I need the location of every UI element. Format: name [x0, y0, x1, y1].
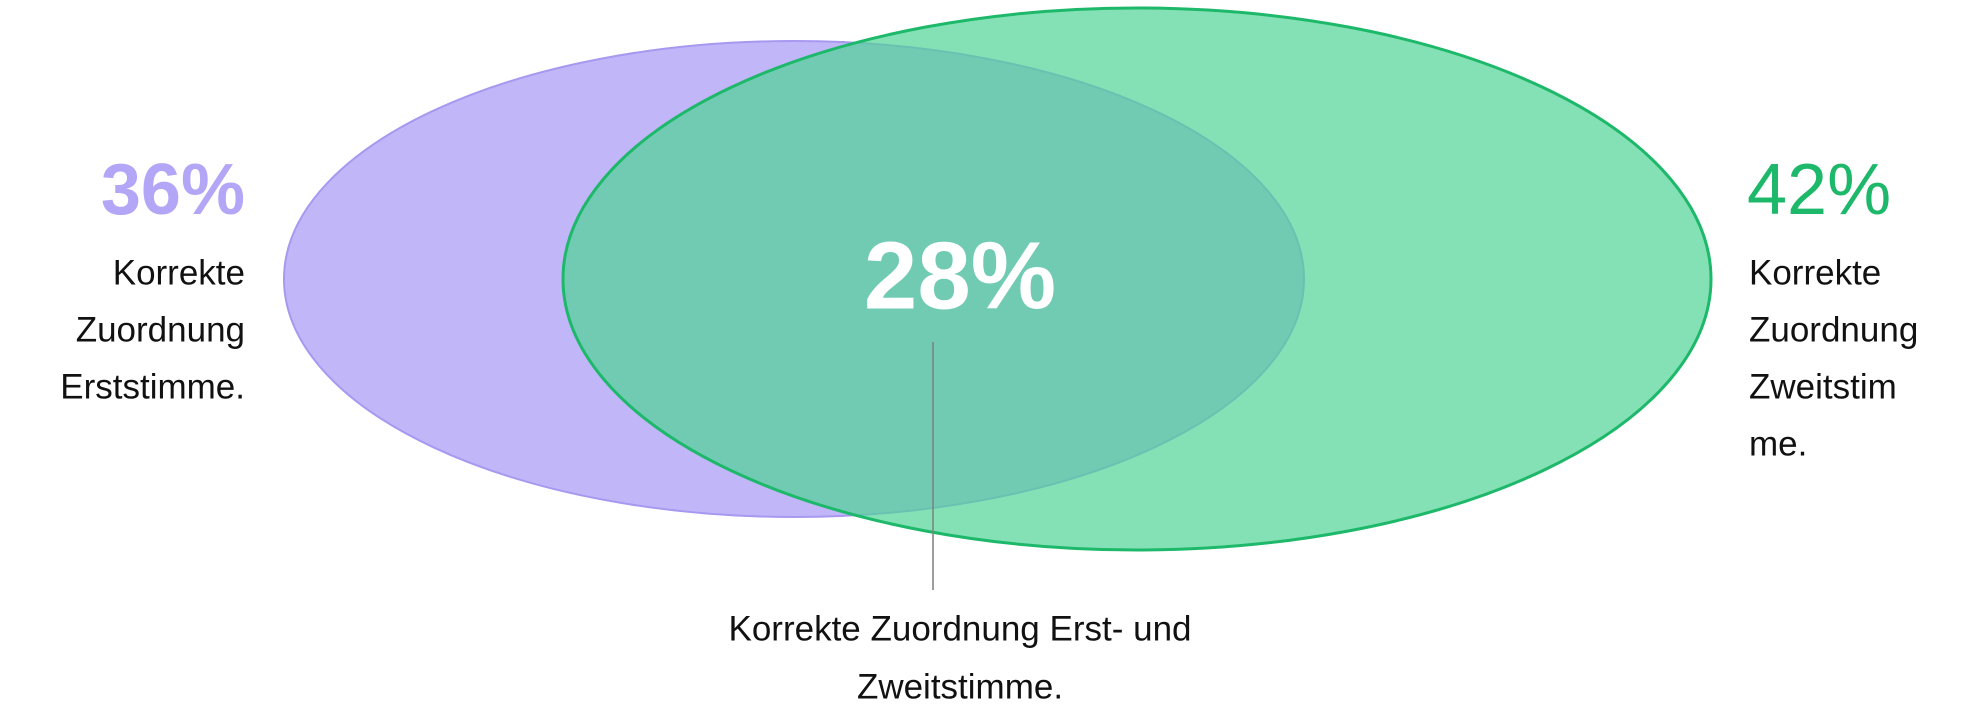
- left-label-line: Korrekte: [113, 253, 245, 292]
- right-circle: [561, 6, 1713, 552]
- overlap-label-line: Zweitstimme.: [857, 667, 1063, 706]
- right-label-line: Zuordnung: [1749, 310, 1918, 349]
- left-percent: 36%: [101, 150, 245, 230]
- right-label-line: Zweitstim: [1749, 367, 1897, 406]
- right-label-line: me.: [1749, 424, 1807, 463]
- left-label-line: Erststimme.: [60, 367, 245, 406]
- labels: Korrekte Zuordnung Erststimme. Korrekte Zuor…: [60, 253, 1918, 706]
- left-label-line: Zuordnung: [76, 310, 245, 349]
- right-percent: 42%: [1747, 150, 1891, 230]
- overlap-percent: 28%: [864, 222, 1056, 329]
- overlap-label-line: Korrekte Zuordnung Erst- und: [728, 609, 1191, 648]
- right-label-line: Korrekte: [1749, 253, 1881, 292]
